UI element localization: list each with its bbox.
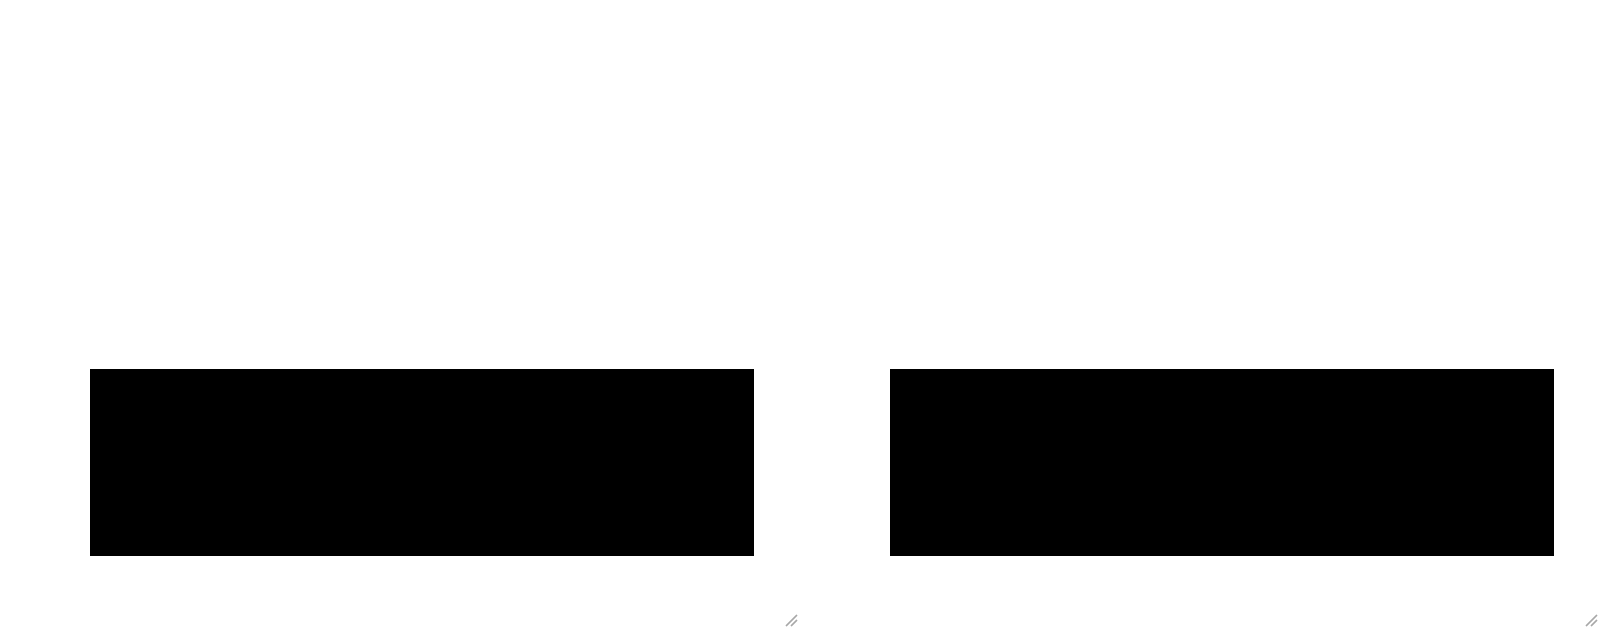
panel-long-exposure [90, 369, 799, 628]
resize-grip[interactable] [779, 608, 799, 628]
panel-short-exposure [800, 0, 1600, 630]
resize-grip[interactable] [1579, 608, 1599, 628]
resize-grip-line [1590, 619, 1598, 627]
spectral-image-canvas [890, 369, 1554, 556]
resize-grip-line [790, 619, 798, 627]
resize-grip-line [1585, 614, 1598, 627]
spectral-image-canvas [90, 369, 754, 556]
resize-grip-line [785, 614, 798, 627]
